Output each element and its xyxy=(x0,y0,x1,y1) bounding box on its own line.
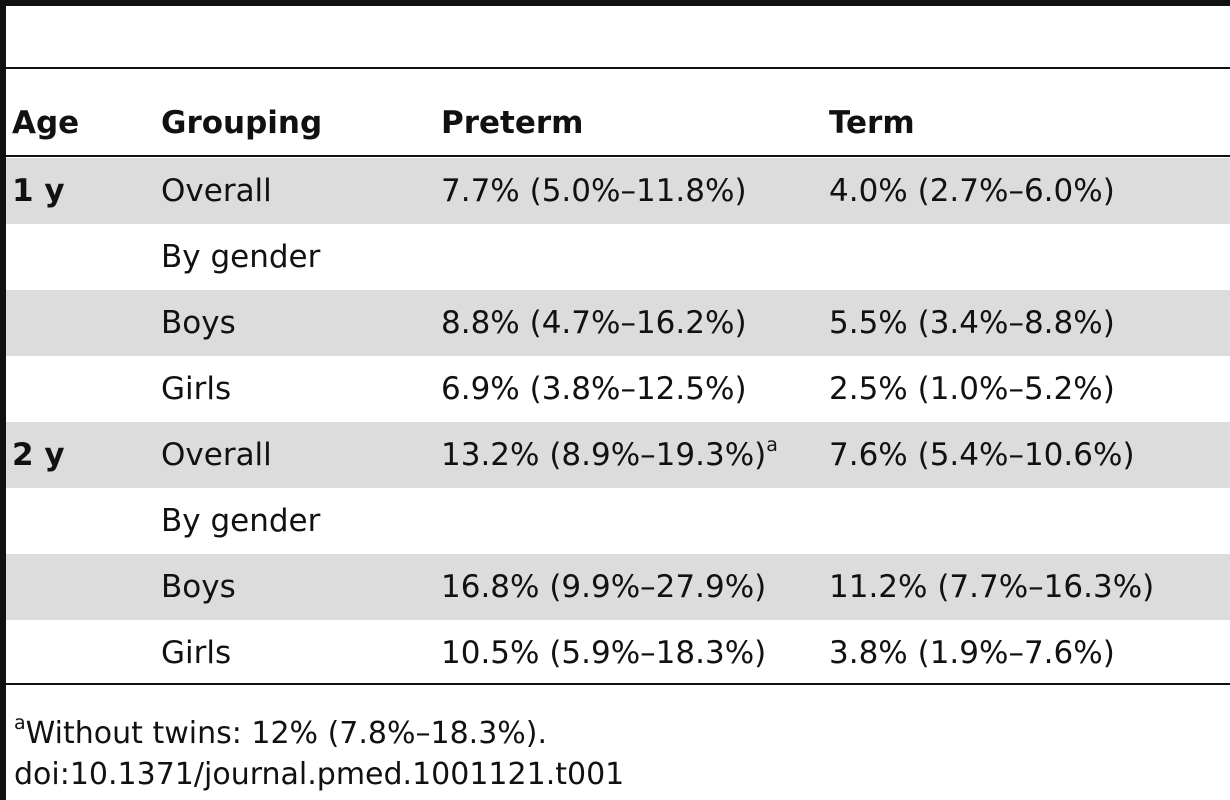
table-row: 1 y Overall 7.7% (5.0%–11.8%) 4.0% (2.7%… xyxy=(6,158,1230,224)
preterm-value: 13.2% (8.9%–19.3%) xyxy=(441,437,767,473)
table-row: 2 y Overall 13.2% (8.9%–19.3%)a 7.6% (5.… xyxy=(6,422,1230,488)
preterm-cell: 13.2% (8.9%–19.3%)a xyxy=(441,434,829,474)
header-grouping: Grouping xyxy=(161,105,323,141)
header-term: Term xyxy=(829,105,915,141)
preterm-cell: 10.5% (5.9%–18.3%) xyxy=(441,635,767,671)
term-cell: 3.8% (1.9%–7.6%) xyxy=(829,635,1115,671)
data-table: Age Grouping Preterm Term 1 y Overall 7.… xyxy=(6,90,1230,686)
table-row: By gender xyxy=(6,224,1230,290)
preterm-cell: 8.8% (4.7%–16.2%) xyxy=(441,305,747,341)
grouping-cell: Boys xyxy=(161,305,236,341)
preterm-cell: 16.8% (9.9%–27.9%) xyxy=(441,569,767,605)
footnote-text: Without twins: 12% (7.8%–18.3%). xyxy=(25,716,548,751)
grouping-cell: Overall xyxy=(161,437,272,473)
table-bottom-rule xyxy=(6,683,1230,685)
footnote-marker: a xyxy=(766,434,778,456)
footnote-marker: a xyxy=(14,712,26,734)
term-cell: 11.2% (7.7%–16.3%) xyxy=(829,569,1155,605)
term-cell: 4.0% (2.7%–6.0%) xyxy=(829,173,1115,209)
header-preterm: Preterm xyxy=(441,105,584,141)
age-cell: 2 y xyxy=(12,437,65,473)
grouping-cell: Boys xyxy=(161,569,236,605)
table-row: Girls 6.9% (3.8%–12.5%) 2.5% (1.0%–5.2%) xyxy=(6,356,1230,422)
term-cell: 2.5% (1.0%–5.2%) xyxy=(829,371,1115,407)
table-row: Boys 16.8% (9.9%–27.9%) 11.2% (7.7%–16.3… xyxy=(6,554,1230,620)
table-header-row: Age Grouping Preterm Term xyxy=(6,90,1230,156)
header-age: Age xyxy=(12,105,80,141)
table-row: Boys 8.8% (4.7%–16.2%) 5.5% (3.4%–8.8%) xyxy=(6,290,1230,356)
table-footnote: aWithout twins: 12% (7.8%–18.3%). xyxy=(14,714,548,752)
grouping-cell: Girls xyxy=(161,635,232,671)
age-cell: 1 y xyxy=(12,173,65,209)
preterm-cell: 7.7% (5.0%–11.8%) xyxy=(441,173,829,209)
preterm-value: 7.7% (5.0%–11.8%) xyxy=(441,173,747,209)
header-top-rule xyxy=(6,67,1230,69)
header-bottom-rule xyxy=(6,155,1230,157)
table-row: Girls 10.5% (5.9%–18.3%) 3.8% (1.9%–7.6%… xyxy=(6,620,1230,686)
doi-link[interactable]: doi:10.1371/journal.pmed.1001121.t001 xyxy=(14,757,625,792)
term-cell: 7.6% (5.4%–10.6%) xyxy=(829,437,1135,473)
grouping-cell: Overall xyxy=(161,173,272,209)
left-border xyxy=(0,0,6,800)
preterm-cell: 6.9% (3.8%–12.5%) xyxy=(441,371,747,407)
table-row: By gender xyxy=(6,488,1230,554)
grouping-cell: Girls xyxy=(161,371,232,407)
top-rule xyxy=(0,0,1230,6)
term-cell: 5.5% (3.4%–8.8%) xyxy=(829,305,1115,341)
grouping-cell: By gender xyxy=(161,239,321,275)
grouping-cell: By gender xyxy=(161,503,321,539)
